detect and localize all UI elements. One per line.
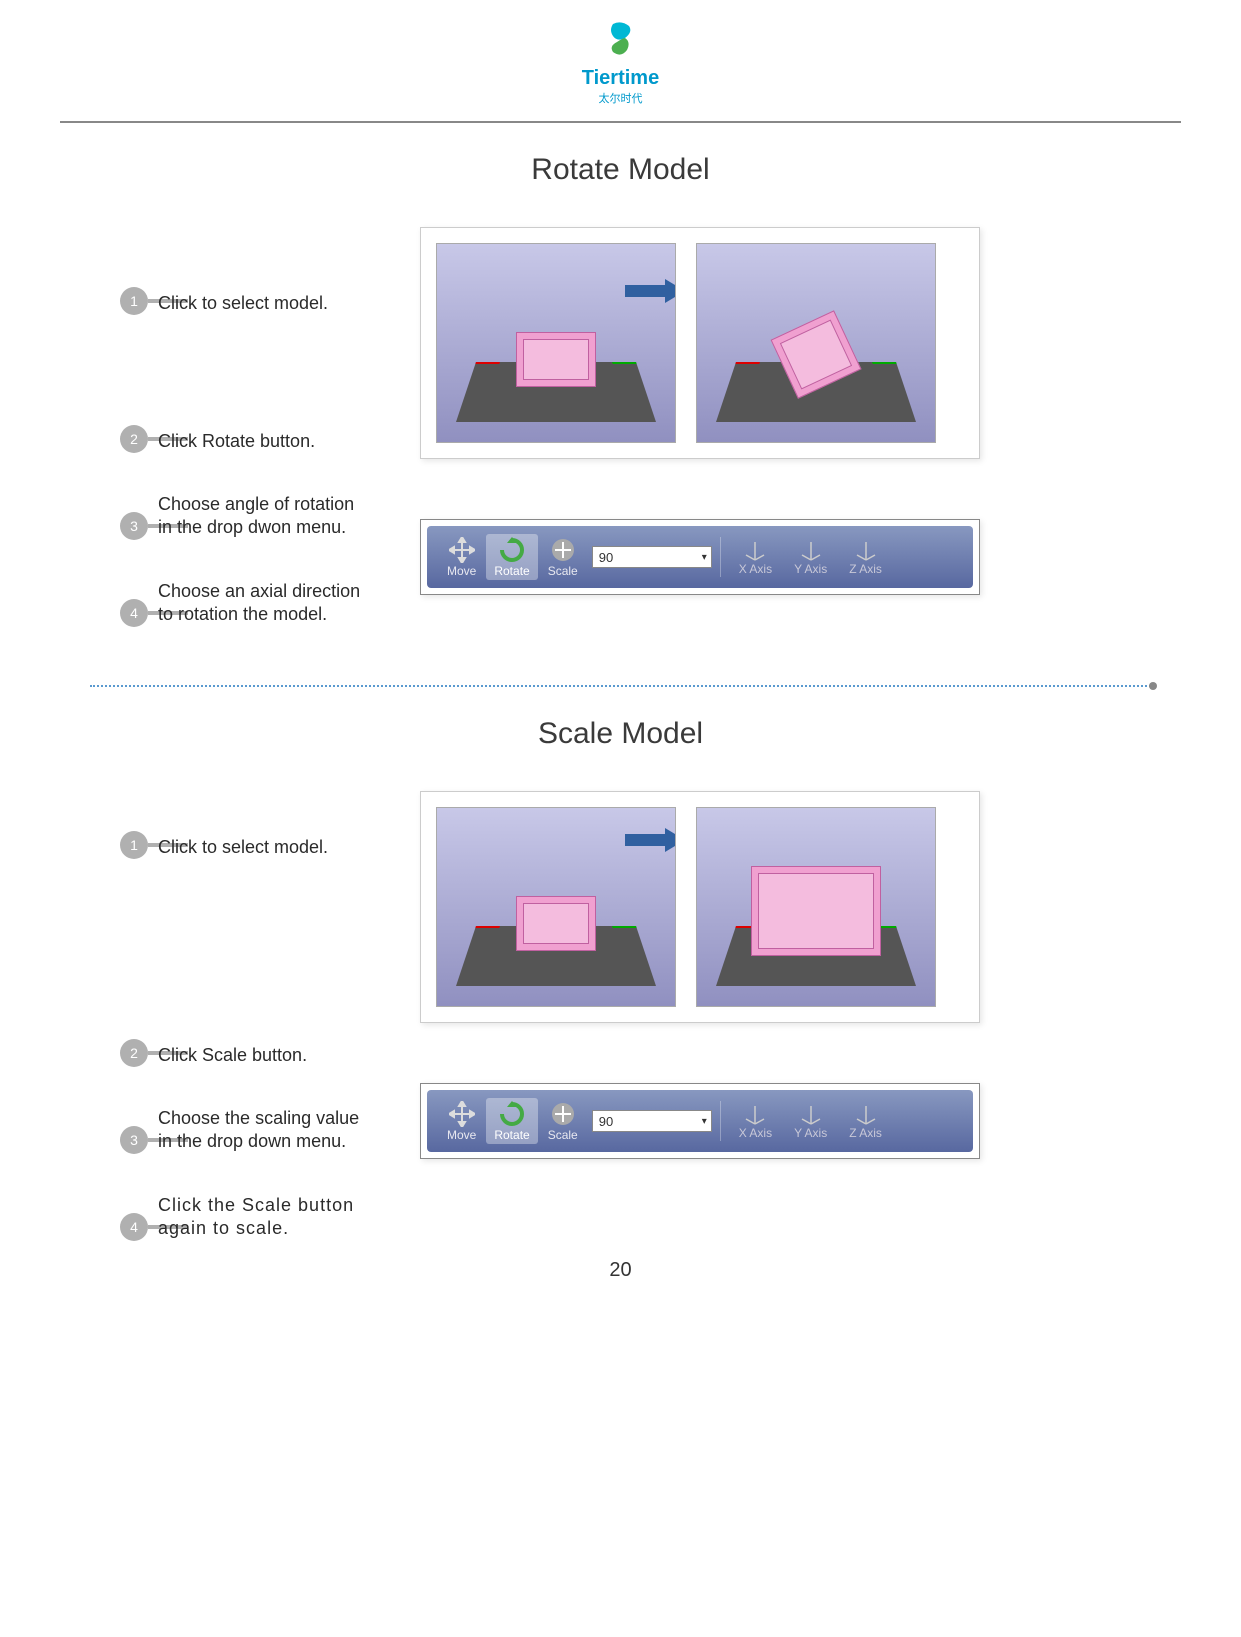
step-badge: 1 (120, 287, 148, 315)
z-axis-button[interactable]: Z Axis (839, 536, 892, 578)
logo-sub: 太尔时代 (60, 90, 1181, 106)
axis-icon (854, 1102, 878, 1126)
rotate-preview (420, 227, 980, 459)
step-text: Click Rotate button. (158, 430, 315, 453)
step-text: Choose an axial direction to rotation th… (158, 580, 368, 627)
axis-icon (799, 1102, 823, 1126)
scale-button[interactable]: Scale (540, 534, 586, 580)
angle-value: 90 (599, 550, 613, 565)
logo-area: Tiertime 太尔时代 (60, 20, 1181, 106)
step-badge: 4 (120, 599, 148, 627)
move-icon (448, 1100, 476, 1128)
scale-button[interactable]: Scale (540, 1098, 586, 1144)
scale-dropdown[interactable]: 90 (592, 1110, 712, 1132)
arrow-icon (625, 828, 676, 852)
scale-icon (549, 1100, 577, 1128)
scale-step-1: 1 Click to select model. (120, 831, 400, 859)
axis-icon (799, 538, 823, 562)
step-text: Click Scale button. (158, 1044, 307, 1067)
y-axis-label: Y Axis (794, 562, 827, 576)
scale-title: Scale Model (60, 717, 1181, 751)
rotate-step-1: 1 Click to select model. (120, 287, 400, 315)
preview-after (696, 243, 936, 443)
rotate-step-2: 2 Click Rotate button. (120, 425, 400, 453)
z-axis-label: Z Axis (849, 562, 882, 576)
logo-icon (603, 20, 639, 65)
scale-label: Scale (548, 1128, 578, 1142)
rotate-section: 1 Click to select model. 2 Click Rotate … (60, 227, 1181, 635)
scale-value: 90 (599, 1114, 613, 1129)
x-axis-label: X Axis (739, 1126, 772, 1140)
axis-icon (743, 1102, 767, 1126)
step-badge: 2 (120, 425, 148, 453)
move-label: Move (447, 1128, 476, 1142)
move-button[interactable]: Move (439, 534, 484, 580)
angle-dropdown[interactable]: 90 (592, 546, 712, 568)
step-text: Click to select model. (158, 836, 328, 859)
rotate-button[interactable]: Rotate (486, 534, 537, 580)
step-badge: 3 (120, 1126, 148, 1154)
y-axis-button[interactable]: Y Axis (784, 536, 837, 578)
scale-toolbar: Move Rotate Scale 90 (420, 1083, 980, 1159)
preview-before (436, 243, 676, 443)
rotate-label: Rotate (494, 1128, 529, 1142)
rotate-title: Rotate Model (60, 153, 1181, 187)
preview-after (696, 807, 936, 1007)
step-badge: 3 (120, 512, 148, 540)
move-label: Move (447, 564, 476, 578)
scale-visuals: Move Rotate Scale 90 (420, 791, 1181, 1159)
move-button[interactable]: Move (439, 1098, 484, 1144)
move-icon (448, 536, 476, 564)
x-axis-button[interactable]: X Axis (729, 1100, 782, 1142)
step-badge: 1 (120, 831, 148, 859)
rotate-step-4: 4 Choose an axial direction to rotation … (120, 580, 400, 627)
scale-step-4: 4 Click the Scale button again to scale. (120, 1194, 400, 1241)
scale-step-3: 3 Choose the scaling value in the drop d… (120, 1107, 400, 1154)
y-axis-button[interactable]: Y Axis (784, 1100, 837, 1142)
rotate-visuals: Move Rotate Scale 90 (420, 227, 1181, 595)
rotate-icon (498, 536, 526, 564)
rotate-icon (498, 1100, 526, 1128)
scale-label: Scale (548, 564, 578, 578)
rotate-steps: 1 Click to select model. 2 Click Rotate … (120, 287, 400, 667)
scale-section: 1 Click to select model. 2 Click Scale b… (60, 791, 1181, 1199)
step-text: Click to select model. (158, 292, 328, 315)
step-badge: 4 (120, 1213, 148, 1241)
scale-steps: 1 Click to select model. 2 Click Scale b… (120, 831, 400, 1281)
scale-preview (420, 791, 980, 1023)
top-divider (60, 121, 1181, 123)
preview-before (436, 807, 676, 1007)
arrow-icon (625, 279, 676, 303)
scale-step-2: 2 Click Scale button. (120, 1039, 400, 1067)
axis-icon (743, 538, 767, 562)
scale-icon (549, 536, 577, 564)
logo-brand: Tiertime (60, 67, 1181, 90)
dotted-divider (90, 685, 1151, 687)
z-axis-label: Z Axis (849, 1126, 882, 1140)
rotate-toolbar: Move Rotate Scale 90 (420, 519, 980, 595)
step-text: Choose the scaling value in the drop dow… (158, 1107, 368, 1154)
x-axis-label: X Axis (739, 562, 772, 576)
rotate-step-3: 3 Choose angle of rotation in the drop d… (120, 493, 400, 540)
step-text: Choose angle of rotation in the drop dwo… (158, 493, 358, 540)
z-axis-button[interactable]: Z Axis (839, 1100, 892, 1142)
axis-icon (854, 538, 878, 562)
rotate-label: Rotate (494, 564, 529, 578)
x-axis-button[interactable]: X Axis (729, 536, 782, 578)
step-badge: 2 (120, 1039, 148, 1067)
step-text: Click the Scale button again to scale. (158, 1194, 358, 1241)
rotate-button[interactable]: Rotate (486, 1098, 537, 1144)
y-axis-label: Y Axis (794, 1126, 827, 1140)
